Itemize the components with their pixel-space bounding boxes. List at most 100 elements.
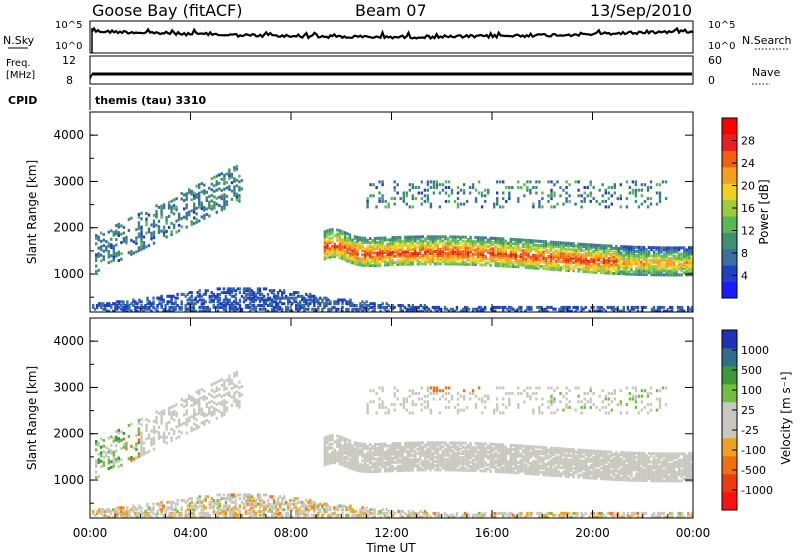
power-cell xyxy=(424,243,427,247)
power-cell xyxy=(517,186,520,189)
velocity-cell xyxy=(627,461,631,465)
power-cell xyxy=(373,239,377,242)
power-cell xyxy=(210,182,213,186)
velocity-cell xyxy=(333,448,337,452)
power-cell xyxy=(272,296,276,300)
power-cell xyxy=(559,255,563,259)
velocity-cell xyxy=(343,445,347,449)
power-cell xyxy=(484,305,487,309)
power-cell xyxy=(655,248,658,252)
power-cell xyxy=(194,309,197,312)
power-cell xyxy=(647,269,651,272)
power-cell xyxy=(165,216,168,220)
power-cell xyxy=(326,245,329,249)
power-cell xyxy=(670,252,673,256)
velocity-cell xyxy=(600,475,603,479)
power-cell xyxy=(359,305,362,309)
power-cell xyxy=(341,232,344,236)
velocity-cell xyxy=(406,468,409,472)
power-cell xyxy=(685,252,688,256)
power-cell xyxy=(512,252,515,256)
power-cell xyxy=(630,272,633,276)
power-cell xyxy=(492,259,495,263)
power-cell xyxy=(632,256,636,260)
power-cell xyxy=(200,215,203,219)
power-cell xyxy=(590,251,593,255)
power-cell xyxy=(152,302,155,306)
power-cell xyxy=(356,260,359,264)
velocity-cell xyxy=(574,454,578,458)
velocity-cell xyxy=(640,470,643,474)
velocity-cell xyxy=(642,464,646,468)
power-cell xyxy=(176,304,179,307)
power-cell xyxy=(416,254,419,258)
power-cell xyxy=(250,292,254,296)
velocity-cell xyxy=(665,473,668,477)
power-cell xyxy=(411,307,414,311)
velocity-cell xyxy=(527,470,530,473)
power-cell xyxy=(592,186,595,189)
velocity-cell xyxy=(444,462,447,466)
power-cell xyxy=(492,251,495,255)
power-cell xyxy=(672,250,676,254)
power-cell xyxy=(537,248,540,251)
power-cell xyxy=(439,247,442,251)
velocity-cell xyxy=(497,457,500,461)
power-cell xyxy=(517,197,520,201)
power-cell xyxy=(474,263,477,267)
power-cell xyxy=(607,250,610,254)
velocity-cell xyxy=(469,460,472,464)
power-cell xyxy=(381,247,384,250)
power-cell xyxy=(371,249,374,253)
power-cell xyxy=(668,309,672,312)
velocity-cell xyxy=(514,452,517,456)
power-cell xyxy=(381,259,384,263)
velocity-cell xyxy=(394,442,397,446)
power-cell xyxy=(224,307,228,311)
power-cell xyxy=(476,236,480,240)
power-cell xyxy=(401,246,404,250)
velocity-cell xyxy=(645,458,648,462)
velocity-cell xyxy=(351,465,354,469)
velocity-cell xyxy=(529,468,533,472)
velocity-cell xyxy=(333,452,337,456)
power-cell xyxy=(649,197,653,201)
power-cell xyxy=(228,185,231,189)
power-cell xyxy=(399,248,402,252)
power-cell xyxy=(642,248,646,252)
velocity-cell xyxy=(585,453,588,457)
velocity-cell xyxy=(421,451,424,455)
power-cell xyxy=(429,256,432,260)
power-cell xyxy=(454,248,457,251)
power-cell xyxy=(507,254,510,258)
velocity-cell xyxy=(642,470,646,474)
power-cell xyxy=(622,255,626,259)
velocity-cell xyxy=(537,454,540,457)
power-cell xyxy=(480,194,484,198)
velocity-cell xyxy=(630,453,633,457)
velocity-cell xyxy=(439,453,442,457)
velocity-cell xyxy=(637,468,641,472)
power-cell xyxy=(572,250,575,254)
power-cell xyxy=(170,199,173,203)
power-cell xyxy=(230,197,234,201)
velocity-cell xyxy=(431,455,435,459)
velocity-cell xyxy=(499,449,502,453)
velocity-cell xyxy=(504,466,507,470)
power-cell xyxy=(467,307,471,311)
power-cell xyxy=(680,246,683,250)
power-cell xyxy=(567,248,570,252)
velocity-cell xyxy=(645,468,648,472)
power-cell xyxy=(668,305,672,309)
velocity-cell xyxy=(424,455,427,459)
velocity-cell xyxy=(346,446,349,450)
power-cell xyxy=(492,257,495,261)
velocity-cell xyxy=(441,458,445,461)
velocity-cell xyxy=(667,456,671,460)
power-cell xyxy=(568,199,571,203)
power-cell xyxy=(625,257,628,261)
power-cell xyxy=(464,262,467,266)
power-cell xyxy=(384,261,387,265)
velocity-cell xyxy=(476,446,480,450)
velocity-cell xyxy=(552,471,555,475)
